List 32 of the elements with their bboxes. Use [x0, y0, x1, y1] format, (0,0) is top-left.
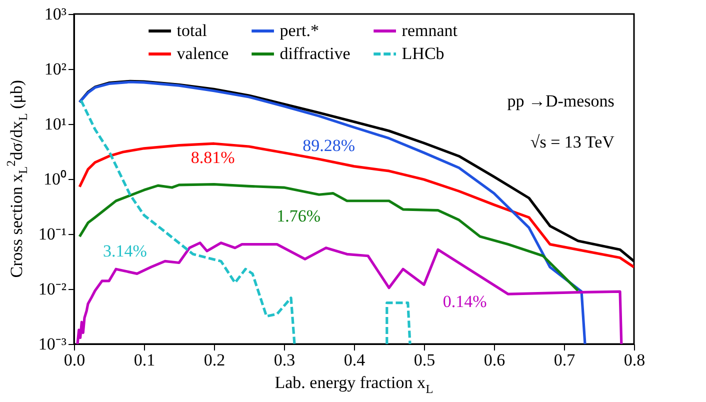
- y-tick-label: 10⁻²: [38, 280, 66, 298]
- y-tick-label: 10³: [44, 4, 66, 24]
- x-tick-label: 0.2: [204, 350, 226, 370]
- line-series: [76, 242, 623, 344]
- y-tick-label: 10²: [44, 60, 66, 78]
- legend-label: remnant: [402, 21, 458, 40]
- annotation: 89.28%: [302, 136, 356, 155]
- x-tick-label: 0.4: [344, 350, 366, 370]
- annotation: pp →D-mesons: [507, 91, 614, 110]
- x-tick-label: 0.3: [274, 350, 296, 370]
- x-tick-label: 0.6: [484, 350, 506, 370]
- legend-label: valence: [176, 44, 229, 63]
- x-tick-label: 0.8: [624, 350, 646, 370]
- y-tick-label: 10⁻³: [38, 334, 66, 354]
- annotation: 0.14%: [442, 292, 487, 312]
- x-tick-label: 0.1: [134, 350, 156, 370]
- annotation: 3.14%: [103, 242, 147, 261]
- x-tick-label: 0.5: [414, 350, 436, 370]
- line-series: [78, 183, 580, 292]
- x-tick-label: 0.7: [554, 350, 576, 370]
- annotation: 8.81%: [190, 148, 235, 168]
- annotation: 1.76%: [276, 206, 321, 226]
- legend-label: total: [176, 21, 208, 40]
- legend-label: pert.*: [280, 21, 319, 40]
- x-tick-label: 0.0: [64, 350, 86, 370]
- y-tick-label: 10¹: [44, 114, 66, 134]
- y-tick-label: 10⁻¹: [38, 224, 66, 244]
- legend-label: LHCb: [402, 44, 444, 63]
- annotation: √s = 13 TeV: [530, 132, 616, 152]
- legend-label: diffractive: [280, 44, 350, 63]
- y-axis-title: Cross section xL2dσ/dxL (μb): [4, 80, 30, 278]
- y-tick-label: 10⁰: [44, 170, 66, 188]
